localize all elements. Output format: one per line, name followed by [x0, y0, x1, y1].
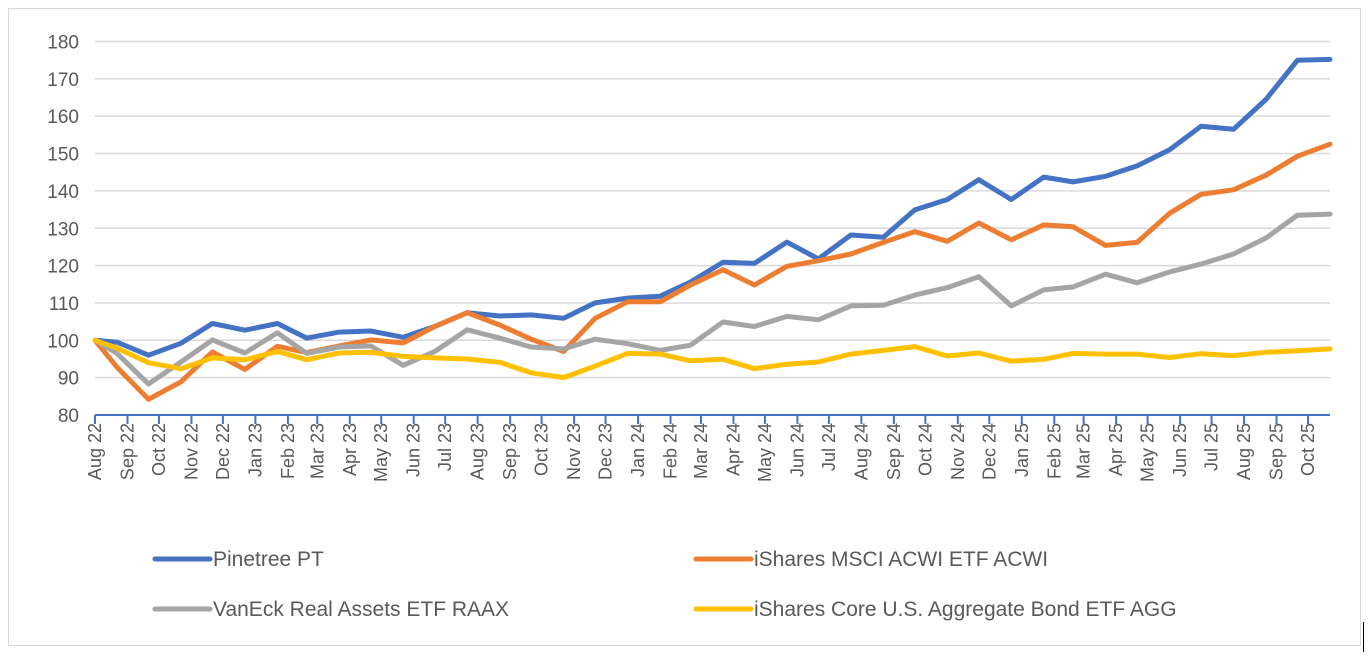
y-tick-label: 130: [47, 219, 79, 240]
x-tick-label: Oct 22: [149, 423, 169, 476]
series-line-1: [92, 141, 1333, 402]
x-tick-label: Nov 22: [181, 423, 201, 480]
x-tick-label: Mar 24: [691, 423, 711, 479]
x-axis: [94, 414, 1330, 424]
x-tick-label: Oct 23: [532, 423, 552, 476]
series-line-3: [92, 337, 1333, 381]
x-tick-label: Dec 24: [979, 423, 999, 480]
x-tick-label: Jan 24: [628, 423, 648, 477]
series-line-0: [92, 56, 1333, 358]
x-tick-label: Jul 25: [1202, 423, 1222, 471]
x-tick-label: May 23: [371, 423, 391, 482]
legend-label: iShares MSCI ACWI ETF ACWI: [754, 548, 1048, 571]
y-axis-tick-labels: 80 90 100 110 120 130 140 150 160 170 180: [47, 33, 79, 428]
y-tick-label: 110: [49, 294, 79, 315]
x-tick-label: Mar 23: [307, 423, 327, 479]
x-tick-label: Jul 23: [435, 423, 455, 471]
x-tick-label: Sep 24: [884, 423, 904, 480]
x-axis-tick-labels: Aug 22 Sep 22 Oct 22 Nov 22 Dec 22 Jan 23 Feb …: [85, 423, 1318, 482]
y-tick-label: 160: [47, 107, 79, 128]
x-tick-label: Oct 25: [1298, 423, 1318, 476]
y-tick-label: 80: [58, 406, 79, 427]
series-line-2: [92, 211, 1333, 387]
x-tick-label: Aug 24: [851, 423, 871, 480]
x-tick-label: Feb 24: [661, 423, 681, 479]
x-tick-label: Feb 23: [278, 423, 298, 479]
x-tick-label: Mar 25: [1074, 423, 1094, 479]
y-tick-label: 150: [47, 145, 79, 166]
legend-label: Pinetree PT: [213, 548, 324, 571]
x-tick-label: Jun 23: [404, 423, 424, 477]
x-tick-label: Aug 25: [1234, 423, 1254, 480]
x-tick-label: Apr 23: [340, 423, 360, 476]
text-cursor: [1363, 622, 1364, 652]
x-tick-label: Sep 23: [500, 423, 520, 480]
x-tick-label: Nov 24: [948, 423, 968, 480]
y-tick-label: 100: [47, 331, 79, 352]
x-tick-label: Aug 23: [468, 423, 488, 480]
y-tick-label: 120: [47, 257, 79, 278]
x-tick-label: Jun 24: [787, 423, 807, 477]
y-tick-label: 180: [47, 33, 79, 54]
legend-item: iShares MSCI ACWI ETF ACWI: [693, 548, 1048, 571]
x-tick-label: Jan 25: [1012, 423, 1032, 477]
legend: Pinetree PT iShares MSCI ACWI ETF ACWI Van…: [152, 548, 1177, 621]
y-tick-label: 90: [58, 369, 79, 390]
x-tick-label: May 24: [755, 423, 775, 482]
x-tick-label: Nov 23: [564, 423, 584, 480]
legend-label: iShares Core U.S. Aggregate Bond ETF AGG: [754, 598, 1177, 621]
x-tick-label: May 25: [1138, 423, 1158, 482]
y-tick-label: 170: [47, 70, 79, 91]
y-tick-label: 140: [47, 182, 79, 203]
x-tick-label: Apr 24: [723, 423, 743, 476]
legend-item: Pinetree PT: [152, 548, 324, 571]
x-tick-label: Aug 22: [85, 423, 105, 480]
x-tick-label: Feb 25: [1044, 423, 1064, 479]
x-tick-label: Sep 25: [1267, 423, 1287, 480]
x-tick-label: Oct 24: [915, 423, 935, 476]
x-tick-label: Apr 25: [1106, 423, 1126, 476]
legend-label: VanEck Real Assets ETF RAAX: [213, 598, 509, 621]
legend-item: VanEck Real Assets ETF RAAX: [152, 598, 509, 621]
gridlines: [95, 40, 1330, 379]
x-tick-label: Dec 23: [596, 423, 616, 480]
series-lines: [92, 56, 1333, 402]
legend-item: iShares Core U.S. Aggregate Bond ETF AGG: [693, 598, 1177, 621]
x-tick-label: Sep 22: [118, 423, 138, 480]
x-tick-label: Jun 25: [1170, 423, 1190, 477]
x-tick-label: Jan 23: [245, 423, 265, 477]
x-tick-label: Jul 24: [819, 423, 839, 471]
x-tick-label: Dec 22: [213, 423, 233, 480]
